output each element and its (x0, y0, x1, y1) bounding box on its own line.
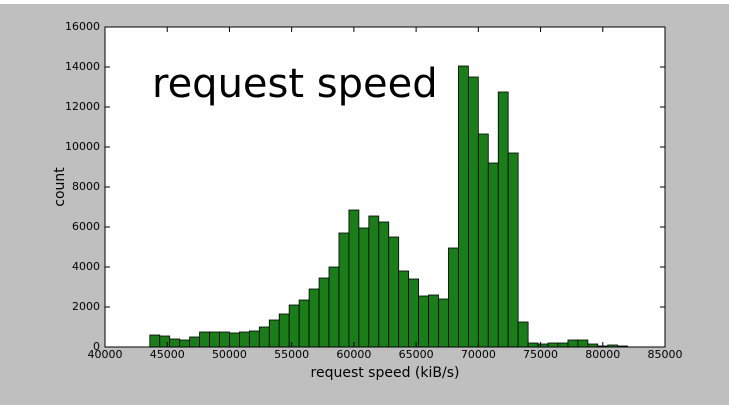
x-tick-label: 65000 (399, 348, 434, 361)
bar (199, 331, 210, 348)
bar (388, 236, 400, 348)
x-tick-label: 45000 (150, 348, 185, 361)
y-tick-label: 4000 (72, 260, 100, 273)
y-tick-label: 0 (93, 340, 100, 353)
y-axis-label: count (52, 167, 68, 207)
top-strip (0, 0, 729, 4)
bar (258, 326, 270, 348)
marks (149, 65, 629, 348)
bar (467, 76, 479, 348)
y-tick-label: 6000 (72, 220, 100, 233)
bar (179, 339, 191, 348)
bar (209, 331, 220, 348)
bar (248, 330, 260, 348)
x-tick-label: 75000 (523, 348, 558, 361)
bar (348, 209, 360, 348)
bar (428, 294, 439, 348)
bar (398, 270, 410, 348)
bar (368, 215, 380, 348)
y-tick-label: 16000 (65, 20, 100, 33)
bar (527, 342, 539, 348)
bar (418, 295, 429, 348)
bar (149, 334, 161, 348)
bar (278, 313, 290, 348)
bar (219, 331, 230, 348)
bar (238, 331, 250, 348)
bar (318, 277, 330, 348)
bar (338, 232, 350, 348)
y-tick-label: 12000 (65, 100, 100, 113)
bar (507, 152, 519, 348)
bar (557, 342, 569, 348)
bar (328, 266, 340, 348)
x-tick-label: 55000 (274, 348, 309, 361)
bar (448, 247, 459, 348)
bar (547, 342, 559, 348)
bar (358, 227, 370, 348)
x-tick-label: 70000 (461, 348, 496, 361)
bar (268, 319, 280, 348)
bar (577, 339, 589, 348)
y-tick-label: 8000 (72, 180, 100, 193)
x-tick-label: 60000 (336, 348, 371, 361)
bar (378, 221, 390, 348)
y-tick-label: 14000 (65, 60, 100, 73)
x-tick-label: 50000 (212, 348, 247, 361)
bar (288, 304, 300, 348)
x-tick-label: 40000 (88, 348, 123, 361)
x-tick-label: 80000 (585, 348, 620, 361)
bar (159, 335, 171, 348)
bar (438, 298, 449, 348)
x-tick-label: 85000 (648, 348, 683, 361)
bar (567, 339, 579, 348)
bar (458, 65, 469, 348)
y-tick-label: 10000 (65, 140, 100, 153)
bar (169, 338, 181, 348)
bar (189, 336, 200, 348)
x-axis-label: request speed (kiB/s) (311, 365, 460, 381)
annotation: request speed (152, 61, 438, 107)
bar (308, 288, 320, 348)
bar (487, 162, 499, 348)
bar (298, 299, 310, 348)
bar (477, 133, 489, 348)
bar (517, 321, 529, 348)
bar (408, 278, 419, 348)
y-tick-label: 2000 (72, 300, 100, 313)
bar (497, 91, 509, 348)
bar (229, 332, 240, 348)
